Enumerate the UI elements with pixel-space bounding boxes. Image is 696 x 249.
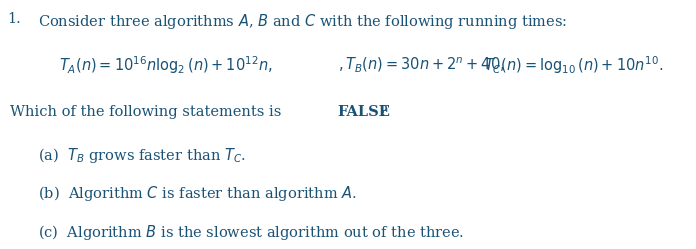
- Text: $T_C(n) = \log_{10}(n) + 10n^{10}.$: $T_C(n) = \log_{10}(n) + 10n^{10}.$: [484, 55, 663, 76]
- Text: Which of the following statements is: Which of the following statements is: [10, 105, 287, 119]
- Text: FALSE: FALSE: [338, 105, 390, 119]
- Text: $,T_B(n) = 30n + 2^n + 40,$: $,T_B(n) = 30n + 2^n + 40,$: [338, 55, 504, 74]
- Text: (a)  $T_B$ grows faster than $T_C$.: (a) $T_B$ grows faster than $T_C$.: [38, 146, 246, 165]
- Text: $T_A(n) = 10^{16}n\log_2(n) + 10^{12}n,$: $T_A(n) = 10^{16}n\log_2(n) + 10^{12}n,$: [59, 55, 273, 76]
- Text: ?: ?: [379, 105, 387, 119]
- Text: 1.: 1.: [7, 12, 21, 26]
- Text: (b)  Algorithm $C$ is faster than algorithm $A$.: (b) Algorithm $C$ is faster than algorit…: [38, 184, 357, 203]
- Text: Consider three algorithms $A$, $B$ and $C$ with the following running times:: Consider three algorithms $A$, $B$ and $…: [38, 12, 567, 31]
- Text: (c)  Algorithm $B$ is the slowest algorithm out of the three.: (c) Algorithm $B$ is the slowest algorit…: [38, 223, 464, 242]
